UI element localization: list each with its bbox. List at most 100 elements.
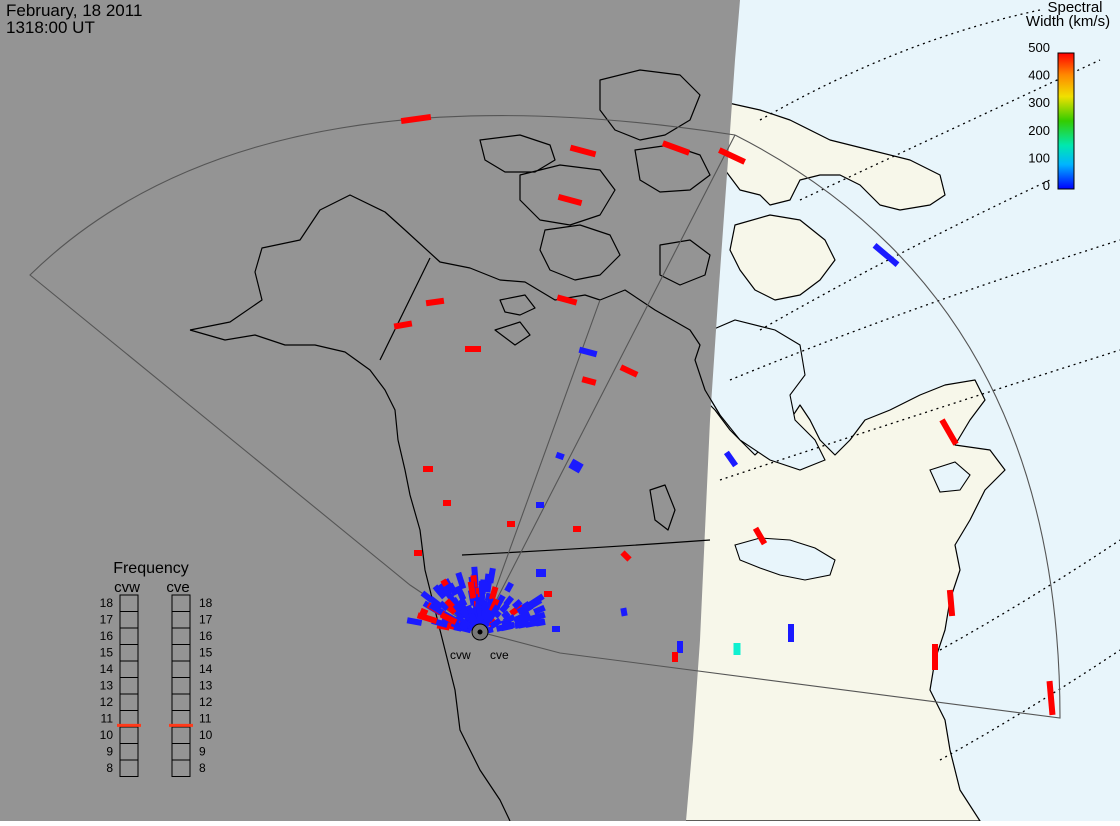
scatter-cell (536, 569, 546, 577)
frequency-scale-label-right: 16 (199, 629, 213, 643)
spectral-tick-label: 0 (1043, 178, 1050, 193)
fov-beam-line-1 (479, 134, 736, 633)
spectral-legend-title-line2: Width (km/s) (1025, 13, 1111, 30)
fov-beam-line-2 (479, 299, 601, 633)
spectral-tick-label: 400 (1028, 68, 1050, 83)
scatter-cell (939, 418, 959, 446)
frequency-scale-label-right: 13 (199, 679, 213, 693)
time-label: 1318:00 UT (6, 18, 95, 37)
scatter-cell (581, 376, 597, 386)
scatter-cell (788, 624, 794, 642)
scatter-cell (455, 571, 467, 590)
scatter-cell (946, 589, 956, 617)
scatter-cell (454, 585, 466, 601)
scatter-cell (499, 602, 510, 614)
scatter-cell (619, 364, 639, 378)
frequency-scale-label-right: 15 (199, 646, 213, 660)
spectral-width-legend: 500 400 300 200 100 0 (1028, 40, 1075, 193)
great-bear-lake (499, 294, 536, 316)
scatter-cell (501, 610, 511, 620)
scatter-cell (872, 243, 900, 267)
scatter-cell (672, 652, 678, 662)
scatter-cell (452, 602, 463, 613)
frequency-scale-label-right: 17 (199, 613, 213, 627)
scatter-cell (447, 582, 459, 597)
night-shade (0, 0, 740, 821)
scatter-cell (465, 346, 481, 352)
scatter-cell (509, 603, 524, 617)
scatter-cell (443, 500, 451, 506)
scatter-cell (425, 297, 445, 307)
frequency-scale-label-left: 18 (100, 596, 114, 610)
scatter-cell (489, 617, 502, 629)
scatter-cell (502, 614, 516, 625)
scatter-cell (536, 502, 544, 508)
frequency-scale-label-right: 14 (199, 662, 213, 676)
frequency-scale-cell (171, 759, 191, 777)
arctic-island-baffin (729, 214, 836, 301)
frequency-scale-label-left: 11 (101, 712, 114, 726)
scatter-cell (718, 147, 746, 165)
spectral-tick-label: 200 (1028, 123, 1050, 138)
scatter-cell (568, 458, 584, 474)
scatter-cell (507, 521, 515, 527)
frequency-scale-label-left: 14 (100, 662, 114, 676)
greenland-land (709, 99, 946, 211)
spectral-tick-labels: 500 400 300 200 100 0 (1028, 40, 1050, 193)
night-land-outlines (189, 69, 721, 822)
scatter-cell (492, 609, 502, 619)
scatter-cell (512, 599, 523, 610)
spectral-tick-label: 300 (1028, 95, 1050, 110)
scatter-cell (480, 609, 494, 629)
scatter-cell (557, 193, 583, 207)
spectral-tick-label: 500 (1028, 40, 1050, 55)
scatter-cell (480, 601, 491, 620)
radar-label-cve: cve (490, 648, 509, 662)
frequency-panel-title: Frequency (113, 560, 189, 577)
grid-line-6 (939, 539, 1120, 651)
grid-line-3 (759, 179, 1051, 331)
frequency-scale-label-left: 17 (100, 613, 114, 627)
scatter-cell (552, 626, 560, 632)
fov-east-outline (479, 134, 1061, 719)
scatter-cell (578, 346, 598, 358)
scatter-cell (620, 550, 632, 562)
scatter-cell (752, 526, 768, 546)
frequency-scale-label-left: 13 (100, 679, 114, 693)
frequency-scale-label-right: 10 (199, 728, 213, 742)
inland-waters (694, 319, 971, 581)
frequency-scale-label-left: 16 (100, 629, 114, 643)
scatter-cell (393, 320, 413, 330)
scatter-cell (661, 140, 691, 156)
radar-label-cvw: cvw (450, 648, 471, 662)
scatter-cell (677, 641, 683, 653)
scatter-cell (441, 585, 457, 604)
scatter-cell (556, 294, 578, 306)
scatter-cell (620, 607, 628, 617)
scatter-cell (439, 611, 458, 625)
scatter-cell (932, 644, 938, 670)
scatter-cell (440, 578, 449, 587)
scatter-cell (432, 584, 444, 596)
grid-line-1 (759, 9, 1041, 121)
scatter-cell (475, 596, 482, 609)
lake-winnipeg (649, 484, 676, 531)
frequency-scale-label-left: 9 (106, 745, 113, 759)
frequency-scale-label-left: 12 (100, 695, 114, 709)
radar-site-center (477, 629, 483, 635)
spectral-legend-title-line1: Spectral (1047, 0, 1103, 16)
spectral-colorbar (1057, 52, 1075, 190)
frequency-scale-label-right: 8 (199, 761, 206, 775)
scatter-cell (555, 451, 565, 461)
scatter-cell (467, 581, 477, 599)
scatter-cell (428, 602, 445, 616)
scatter-cell (458, 597, 468, 608)
frequency-scale-label-left: 8 (106, 761, 113, 775)
grid-line-7 (939, 649, 1120, 761)
scatter-cell (518, 610, 531, 621)
scatter-cell (484, 573, 492, 582)
scatter-cell (723, 450, 739, 468)
frequency-panel: 18 18 17 17 16 16 15 15 14 14 13 13 12 12 11 11 10 10 9 9 8 8 (100, 594, 213, 777)
